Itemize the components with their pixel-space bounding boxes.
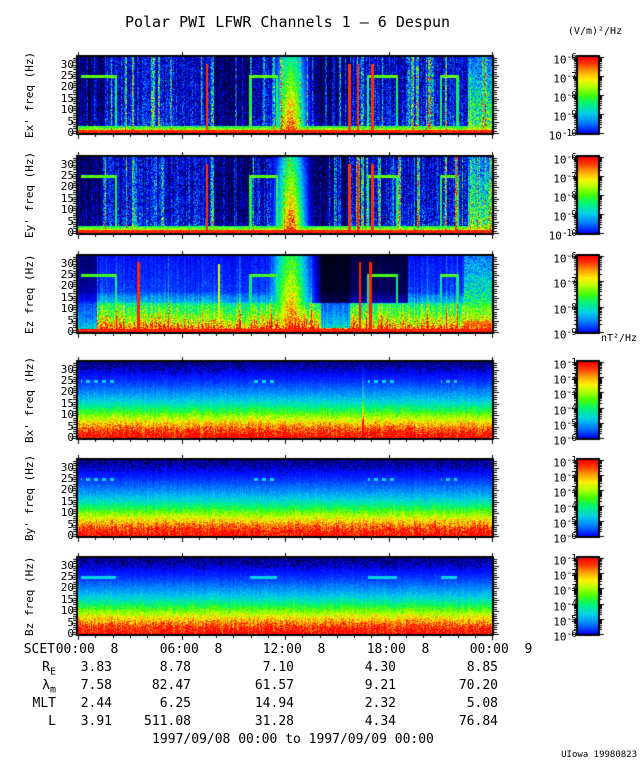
ephemeris-value-re-0: 3.83 [80, 660, 112, 675]
ephemeris-value-lm-0: 7.58 [80, 678, 112, 693]
spectrogram-ez [66, 248, 502, 340]
electric-unit-label: (V/m)²/Hz [567, 26, 623, 37]
magnetic-unit-label: nT²/Hz [600, 333, 638, 344]
y-axis-label-ex: Ex' freq (Hz) [23, 51, 36, 139]
ephemeris-value-lm-3: 9.21 [364, 678, 396, 693]
colorbar-tick-label: 10-7 [553, 276, 577, 291]
colorbar-tick-label: 10-6 [553, 251, 577, 266]
ephemeris-label-mlt: MLT [32, 696, 56, 711]
colorbar-tick-label: 10-2 [553, 568, 577, 583]
colorbar-tick-label: 10-1 [553, 357, 577, 372]
spectrogram-bz [66, 550, 502, 642]
colorbar-tick-label: 10-5 [553, 418, 577, 433]
ephemeris-value-re-3: 4.30 [364, 660, 396, 675]
ephemeris-label-lm: λm [42, 678, 56, 696]
colorbar-tick-label: 10-4 [553, 403, 577, 418]
colorbar-ey [566, 149, 610, 241]
colorbar-by [566, 452, 610, 544]
ephemeris-value-l-2: 31.28 [254, 714, 294, 729]
ephemeris-value-mlt-0: 2.44 [80, 696, 112, 711]
colorbar-tick-label: 10-3 [553, 583, 577, 598]
colorbar-tick-label: 10-6 [553, 152, 577, 167]
ephemeris-value-l-3: 4.34 [364, 714, 396, 729]
x-tick-label: 00:00 8 [55, 642, 119, 657]
colorbar-ez [566, 248, 610, 340]
ephemeris-value-mlt-2: 14.94 [254, 696, 294, 711]
y-axis-label-ez: Ez freq (Hz) [23, 254, 36, 334]
colorbar-tick-label: 10-8 [553, 302, 577, 317]
x-axis-name: SCET [23, 642, 55, 657]
colorbar-tick-label: 10-2 [553, 470, 577, 485]
colorbar-tick-label: 10-1 [553, 553, 577, 568]
x-tick-label: 12:00 8 [262, 642, 326, 657]
colorbar-tick-label: 10-9 [553, 209, 577, 224]
colorbar-ex [566, 49, 610, 141]
colorbar-tick-label: 10-3 [553, 485, 577, 500]
ephemeris-value-lm-4: 70.20 [458, 678, 498, 693]
colorbar-tick-label: 10-2 [553, 372, 577, 387]
ephemeris-label-re: RE [42, 660, 56, 678]
ephemeris-value-mlt-4: 5.08 [466, 696, 498, 711]
ephemeris-value-l-1: 511.08 [144, 714, 191, 729]
colorbar-tick-label: 10-4 [553, 501, 577, 516]
colorbar-tick-label: 10-5 [553, 516, 577, 531]
colorbar-tick-label: 10-1 [553, 455, 577, 470]
colorbar-tick-label: 10-3 [553, 387, 577, 402]
y-axis-label-bx: Bx' freq (Hz) [23, 356, 36, 444]
ephemeris-value-lm-2: 61.57 [254, 678, 294, 693]
ephemeris-value-re-1: 8.78 [159, 660, 191, 675]
x-tick-label: 18:00 8 [366, 642, 430, 657]
spectrogram-bx [66, 354, 502, 446]
colorbar-tick-label: 10-5 [553, 614, 577, 629]
colorbar-tick-label: 10-6 [553, 629, 577, 644]
colorbar-tick-label: 10-6 [553, 531, 577, 546]
ephemeris-value-mlt-3: 2.32 [364, 696, 396, 711]
y-axis-label-ey: Ey' freq (Hz) [23, 151, 36, 239]
spectrogram-ey [66, 149, 502, 241]
colorbar-tick-label: 10-10 [548, 228, 577, 243]
y-axis-label-bz: Bz freq (Hz) [23, 556, 36, 636]
colorbar-tick-label: 10-4 [553, 599, 577, 614]
ephemeris-label-l: L [48, 714, 56, 729]
colorbar-tick-label: 10-8 [553, 190, 577, 205]
chart-title: Polar PWI LFWR Channels 1 — 6 Despun [124, 13, 451, 31]
x-tick-label: 06:00 8 [159, 642, 223, 657]
ephemeris-value-lm-1: 82.47 [151, 678, 191, 693]
colorbar-bx [566, 354, 610, 446]
colorbar-tick-label: 10-10 [548, 128, 577, 143]
colorbar-tick-label: 10-9 [553, 109, 577, 124]
colorbar-tick-label: 10-9 [553, 327, 577, 342]
credit-label: UIowa 19980823 [561, 750, 637, 760]
spectrogram-ex [66, 49, 502, 141]
ephemeris-value-l-4: 76.84 [458, 714, 498, 729]
colorbar-tick-label: 10-7 [553, 71, 577, 86]
colorbar-bz [566, 550, 610, 642]
colorbar-tick-label: 10-6 [553, 52, 577, 67]
ephemeris-value-re-2: 7.10 [262, 660, 294, 675]
colorbar-tick-label: 10-6 [553, 433, 577, 448]
ephemeris-value-l-0: 3.91 [80, 714, 112, 729]
y-axis-label-by: By' freq (Hz) [23, 454, 36, 542]
colorbar-tick-label: 10-8 [553, 90, 577, 105]
spectrogram-by [66, 452, 502, 544]
colorbar-tick-label: 10-7 [553, 171, 577, 186]
ephemeris-value-re-4: 8.85 [466, 660, 498, 675]
ephemeris-value-mlt-1: 6.25 [159, 696, 191, 711]
time-range-label: 1997/09/08 00:00 to 1997/09/09 00:00 [152, 732, 434, 747]
x-tick-label: 00:00 9 [469, 642, 533, 657]
